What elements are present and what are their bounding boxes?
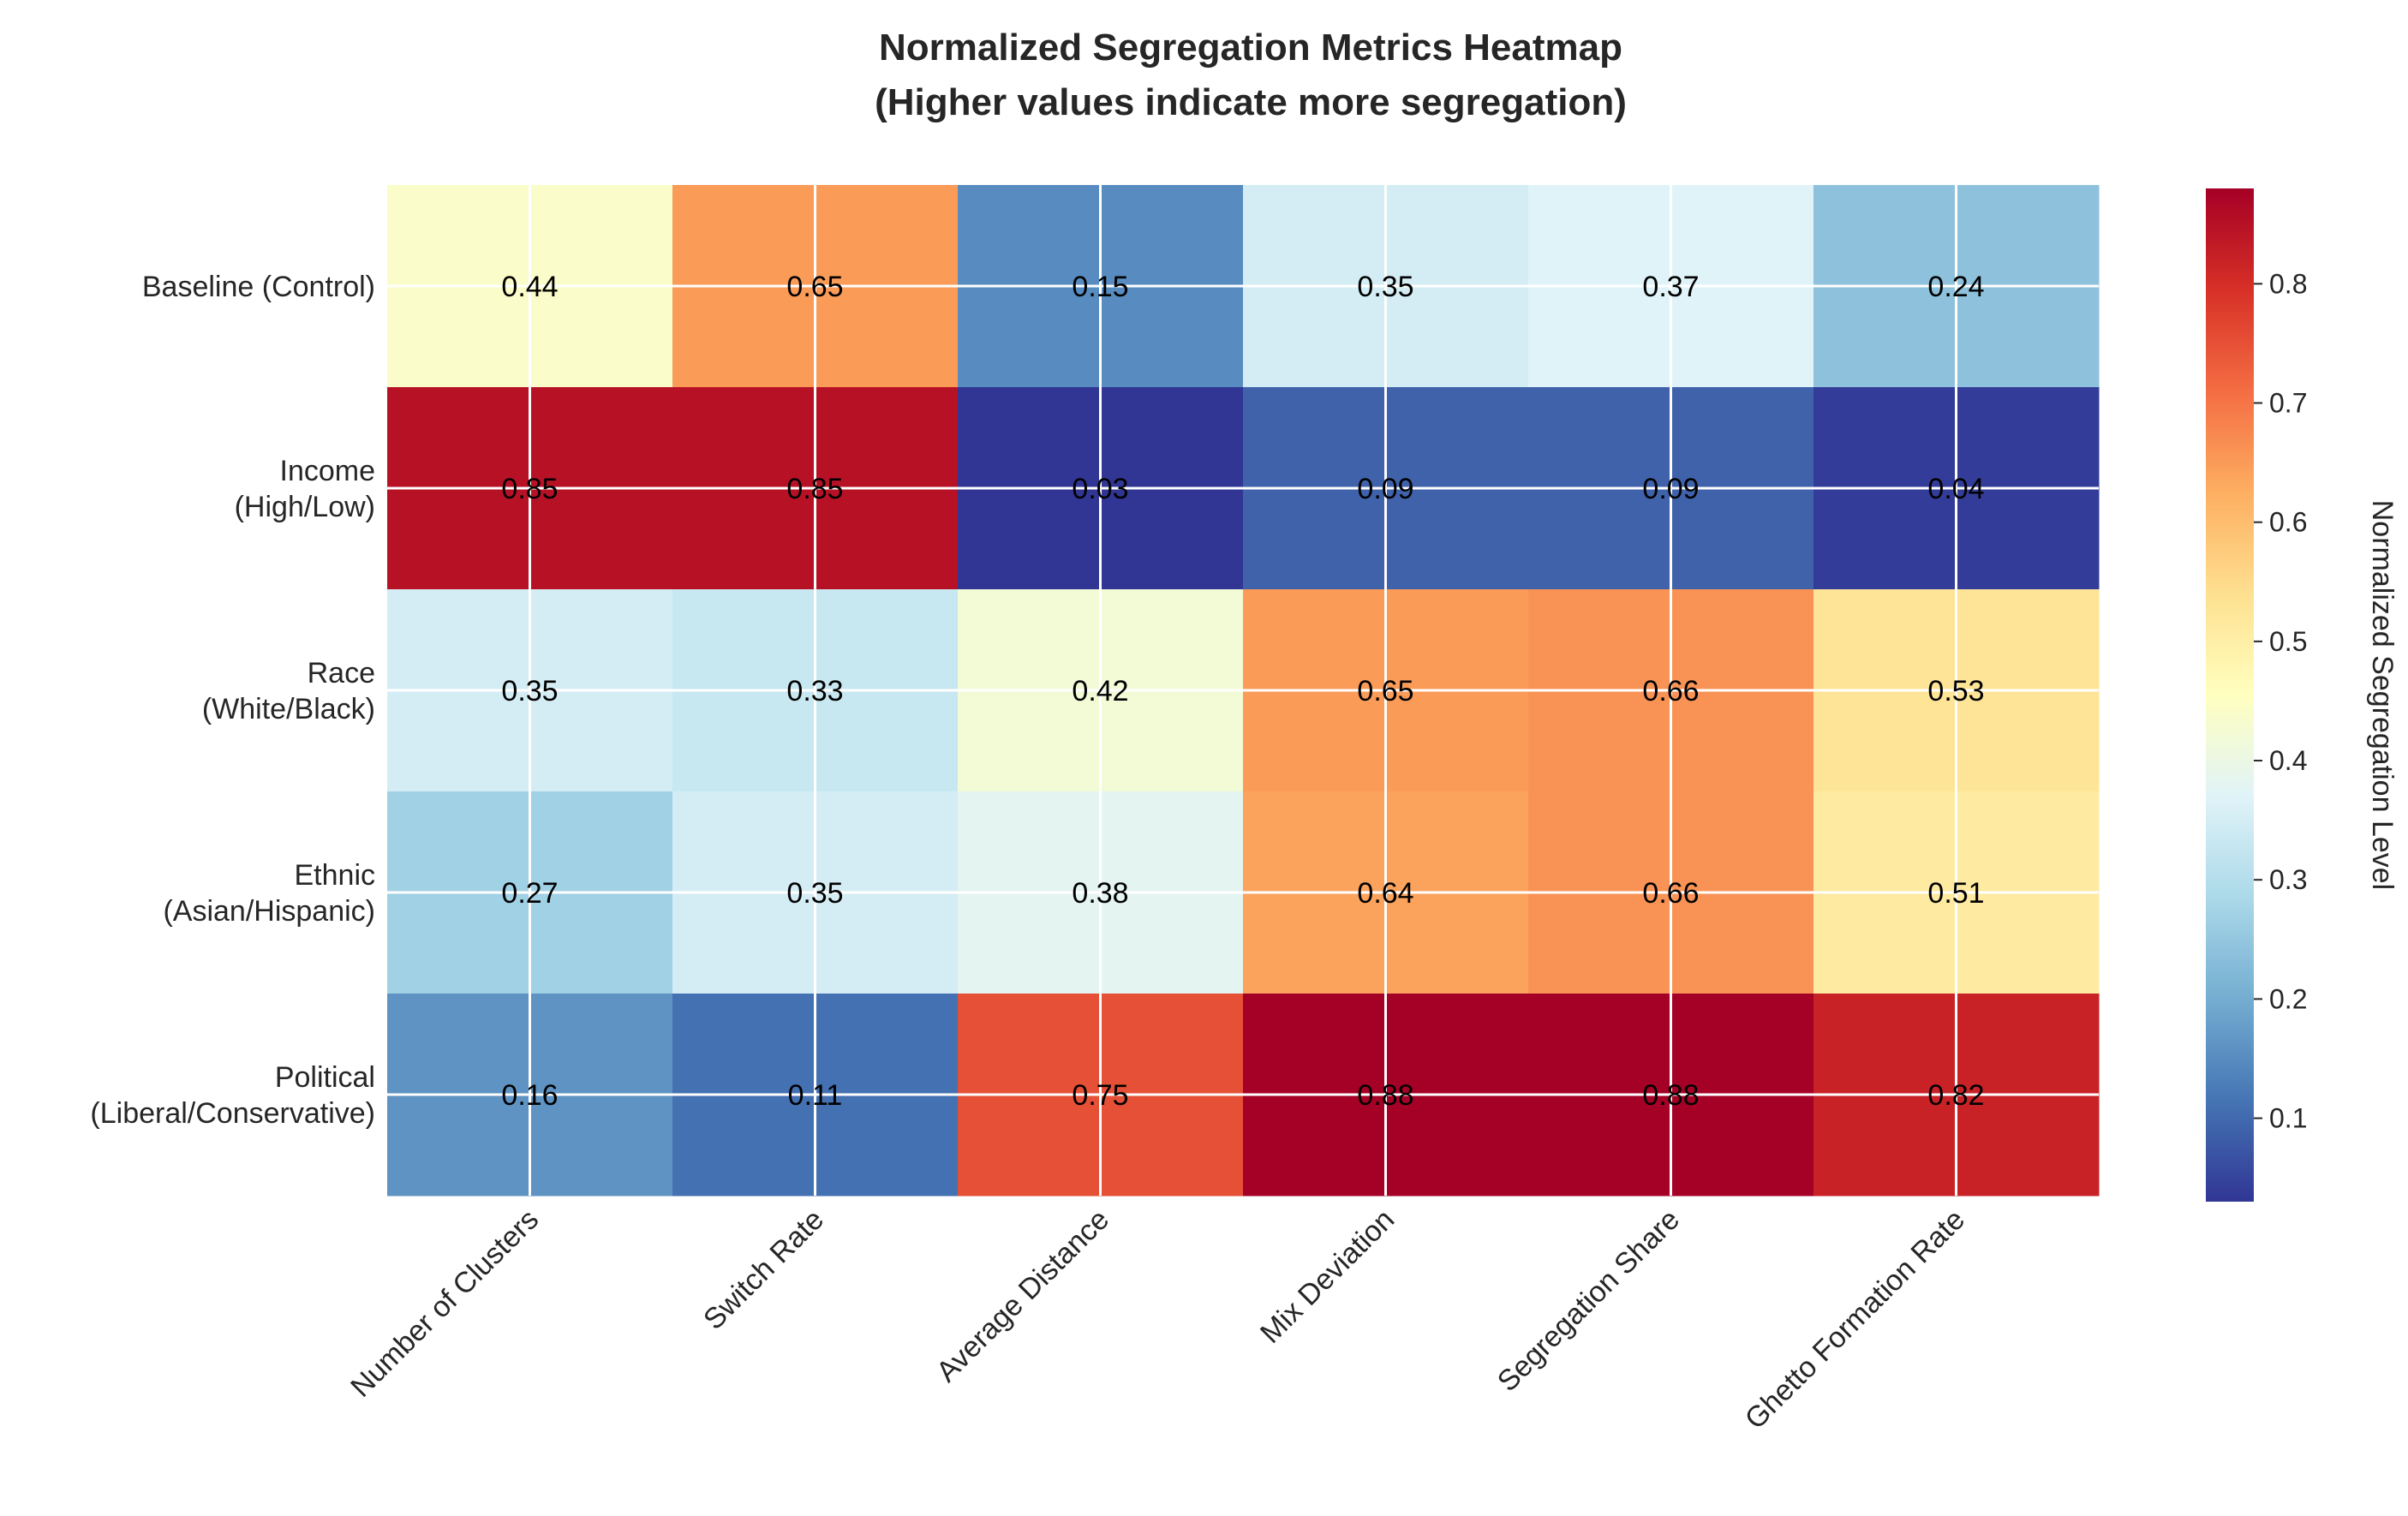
cell-value-label: 0.15 — [1072, 271, 1128, 303]
cell-value-label: 0.65 — [786, 271, 843, 303]
cell-value-label: 0.53 — [1927, 675, 1984, 707]
cell-value-label: 0.04 — [1927, 473, 1984, 505]
cell-value-label: 0.03 — [1072, 473, 1128, 505]
colorbar: 0.1 0.2 0.3 0.4 0.5 0.6 0.7 0.8 Normalized Segre… — [2206, 188, 2399, 1202]
colorbar-tick-label: 0.4 — [2269, 745, 2307, 776]
chart-title-line-1: Normalized Segregation Metrics Heatmap — [879, 27, 1622, 69]
cell-value-label: 0.35 — [1357, 271, 1413, 303]
cell-value-label: 0.44 — [501, 271, 558, 303]
column-label: Segregation Share — [1491, 1203, 1686, 1398]
column-labels: Number of Clusters Switch Rate Average Dis… — [344, 1203, 1971, 1435]
row-label: Baseline (Control) — [142, 271, 375, 303]
cell-value-label: 0.09 — [1357, 473, 1413, 505]
cell-value-label: 0.66 — [1642, 877, 1699, 910]
cell-value-label: 0.65 — [1357, 675, 1413, 707]
row-label: (White/Black) — [202, 693, 375, 725]
heatmap-cell-labels: 0.44 0.65 0.15 0.35 0.37 0.24 0.85 0.85 0.03 0.09… — [501, 271, 1984, 1112]
row-label: (High/Low) — [235, 491, 375, 523]
cell-value-label: 0.64 — [1357, 877, 1413, 910]
row-label: Political — [275, 1061, 375, 1094]
cell-value-label: 0.16 — [501, 1079, 558, 1112]
row-label: Income — [280, 455, 376, 487]
colorbar-tick-label: 0.5 — [2269, 626, 2307, 657]
column-label: Average Distance — [930, 1203, 1115, 1388]
cell-value-label: 0.42 — [1072, 675, 1128, 707]
cell-value-label: 0.75 — [1072, 1079, 1128, 1112]
cell-value-label: 0.88 — [1357, 1079, 1413, 1112]
row-label: (Asian/Hispanic) — [163, 895, 375, 928]
cell-value-label: 0.33 — [786, 675, 843, 707]
column-label: Mix Deviation — [1254, 1203, 1401, 1350]
colorbar-tick-label: 0.1 — [2269, 1103, 2307, 1134]
column-label: Number of Clusters — [344, 1203, 545, 1404]
cell-value-label: 0.85 — [501, 473, 558, 505]
heatmap-gridlines — [387, 185, 2099, 1196]
cell-value-label: 0.27 — [501, 877, 558, 910]
column-label: Switch Rate — [697, 1203, 830, 1336]
colorbar-tick-label: 0.3 — [2269, 864, 2307, 895]
row-labels: Baseline (Control) Income (High/Low) Race (W… — [90, 271, 375, 1130]
colorbar-tick-label: 0.2 — [2269, 983, 2307, 1014]
cell-value-label: 0.35 — [501, 675, 558, 707]
cell-value-label: 0.11 — [788, 1079, 843, 1112]
row-label: Ethnic — [295, 859, 376, 892]
cell-value-label: 0.24 — [1927, 271, 1984, 303]
colorbar-tick-label: 0.7 — [2269, 388, 2307, 419]
cell-value-label: 0.88 — [1642, 1079, 1699, 1112]
cell-value-label: 0.35 — [786, 877, 843, 910]
column-label: Ghetto Formation Rate — [1739, 1203, 1971, 1435]
colorbar-tick-label: 0.6 — [2269, 507, 2307, 538]
row-label: (Liberal/Conservative) — [90, 1097, 375, 1130]
colorbar-gradient — [2206, 188, 2254, 1202]
cell-value-label: 0.09 — [1642, 473, 1699, 505]
cell-value-label: 0.37 — [1642, 271, 1699, 303]
chart-title-line-2: (Higher values indicate more segregation… — [875, 81, 1627, 123]
cell-value-label: 0.66 — [1642, 675, 1699, 707]
cell-value-label: 0.38 — [1072, 877, 1128, 910]
row-label: Race — [308, 657, 375, 689]
cell-value-label: 0.85 — [786, 473, 843, 505]
cell-value-label: 0.82 — [1927, 1079, 1984, 1112]
cell-value-label: 0.51 — [1927, 877, 1984, 910]
colorbar-label: Normalized Segregation Level — [2366, 500, 2399, 890]
colorbar-tick-label: 0.8 — [2269, 268, 2307, 299]
